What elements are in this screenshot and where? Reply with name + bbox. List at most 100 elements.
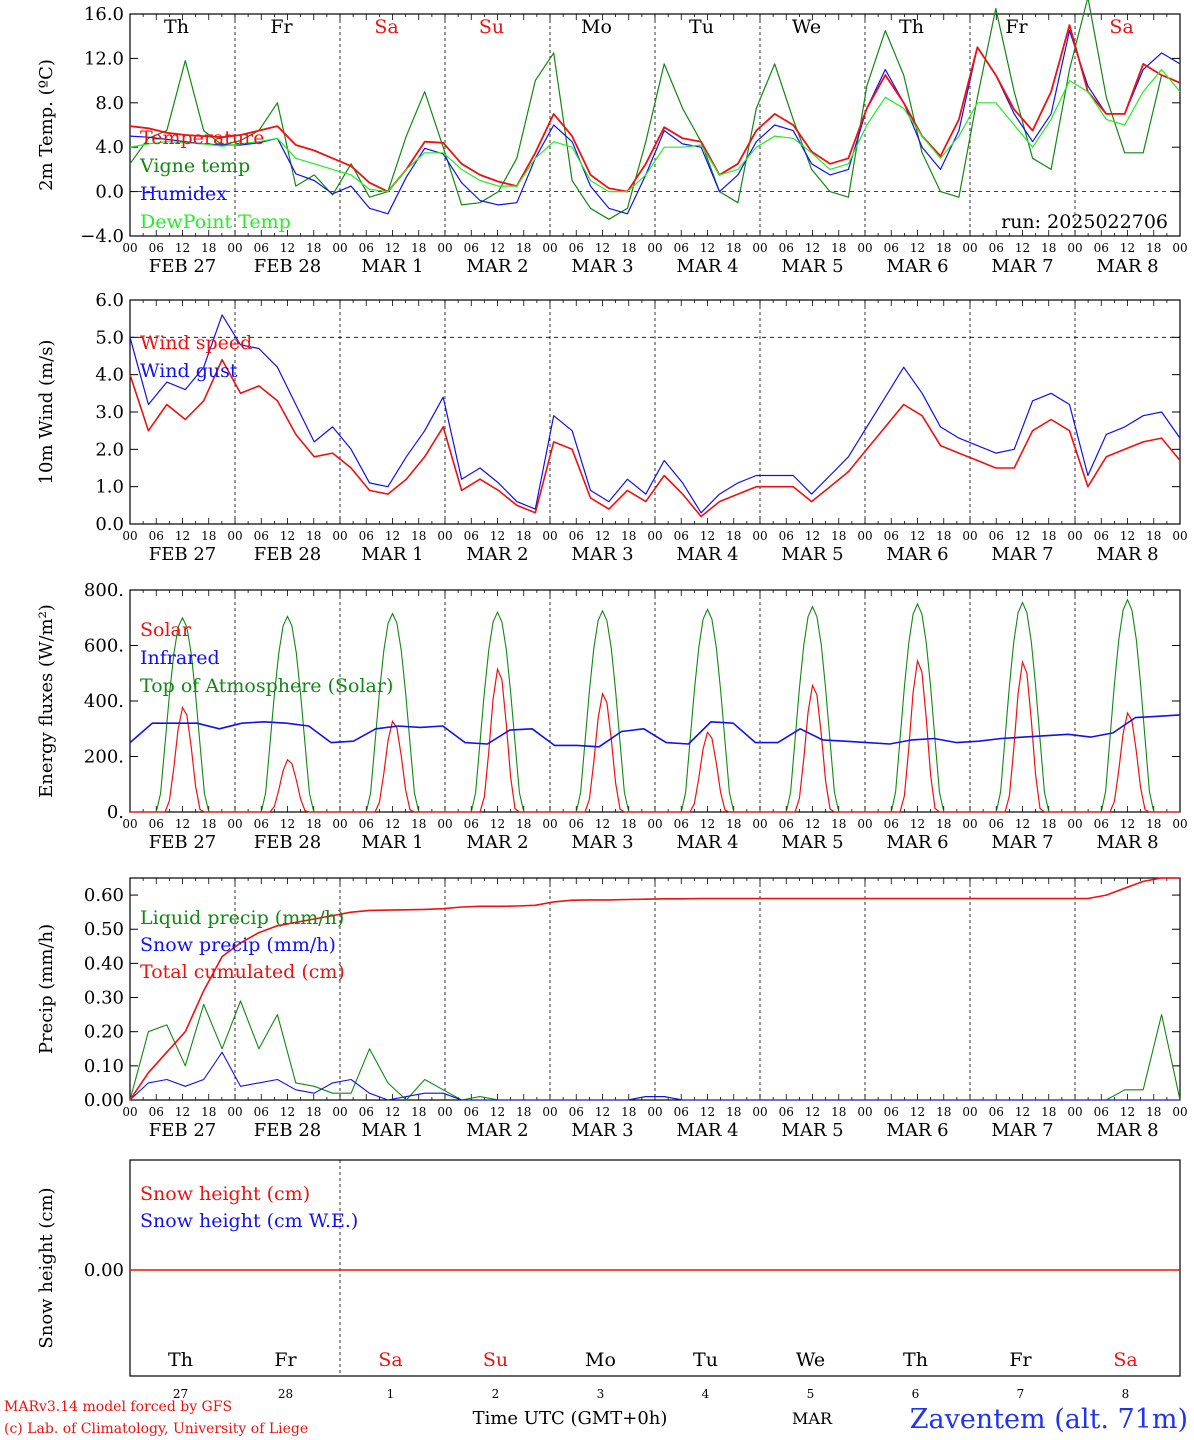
date-label: MAR 6	[886, 1120, 948, 1141]
legend-entry: Liquid precip (mm/h)	[140, 907, 344, 929]
weekday-label: Tu	[693, 1349, 718, 1371]
hour-tick-label: 00	[332, 241, 347, 255]
date-label: MAR 4	[676, 544, 738, 565]
date-label: MAR 2	[466, 1120, 528, 1141]
hour-tick-label: 12	[1015, 817, 1030, 831]
hour-tick-label: 06	[569, 529, 584, 543]
date-label: MAR 5	[781, 832, 843, 853]
date-label: MAR 2	[466, 256, 528, 277]
y-tick-label: 0.10	[84, 1056, 124, 1077]
hour-tick-label: 06	[884, 817, 899, 831]
date-label: MAR 2	[466, 544, 528, 565]
hour-tick-label: 12	[1015, 241, 1030, 255]
date-label: FEB 28	[254, 544, 321, 565]
legend-entry: Snow height (cm)	[140, 1183, 310, 1205]
y-tick-label: 4.0	[95, 137, 124, 158]
hour-tick-label: 00	[227, 529, 242, 543]
date-label: MAR 6	[886, 544, 948, 565]
legend-entry: Humidex	[140, 183, 227, 205]
hour-tick-label: 06	[359, 817, 374, 831]
panel-frame	[129, 1159, 1181, 1377]
hour-tick-label: 00	[857, 1105, 872, 1119]
date-label: MAR 8	[1096, 256, 1158, 277]
hour-tick-label: 06	[674, 529, 689, 543]
hour-tick-label: 12	[280, 529, 295, 543]
hour-tick-label: 06	[359, 1105, 374, 1119]
hour-tick-label: 00	[437, 817, 452, 831]
hour-tick-label: 18	[1041, 817, 1056, 831]
series-line	[129, 0, 1181, 220]
legend-entry: Infrared	[140, 647, 220, 669]
hour-tick-label: 00	[647, 1105, 662, 1119]
hour-tick-label: 18	[831, 817, 846, 831]
hour-tick-label: 18	[201, 1105, 216, 1119]
hour-tick-label: 18	[726, 817, 741, 831]
footer-model-text: MARv3.14 model forced by GFS	[4, 1399, 232, 1415]
day-number-label: 6	[912, 1387, 920, 1401]
hour-tick-label: 00	[122, 529, 137, 543]
y-tick-label: 0.00	[84, 1090, 124, 1111]
hour-tick-label: 00	[752, 529, 767, 543]
hour-tick-label: 06	[1094, 529, 1109, 543]
weekday-label: Tu	[689, 16, 714, 38]
date-label: MAR 1	[361, 1120, 423, 1141]
y-tick-label: 800.	[84, 580, 124, 601]
hour-tick-label: 18	[621, 817, 636, 831]
hour-tick-label: 18	[201, 529, 216, 543]
series-line	[129, 358, 1181, 518]
weekday-label: We	[792, 16, 821, 38]
hour-tick-label: 06	[464, 817, 479, 831]
y-tick-label: 8.0	[95, 93, 124, 114]
y-tick-label: 1.0	[95, 477, 124, 498]
weekday-label: Fr	[274, 1349, 297, 1371]
date-label: FEB 27	[149, 832, 216, 853]
series-line	[129, 314, 1181, 514]
weekday-label: Su	[479, 16, 504, 38]
y-tick-label: 600.	[84, 636, 124, 657]
legend-entry: Temperature	[140, 127, 264, 149]
weekday-label: Mo	[581, 16, 612, 38]
hour-tick-label: 12	[490, 529, 505, 543]
panel-frame	[129, 299, 1181, 525]
date-label: MAR 7	[991, 1120, 1053, 1141]
hour-tick-label: 12	[1015, 1105, 1030, 1119]
hour-tick-label: 12	[280, 241, 295, 255]
hour-tick-label: 12	[1120, 1105, 1135, 1119]
series-lines	[129, 0, 1181, 1271]
y-tick-label: 0.	[107, 802, 124, 823]
hour-tick-label: 00	[857, 817, 872, 831]
hour-tick-label: 00	[542, 1105, 557, 1119]
hour-tick-label: 12	[175, 1105, 190, 1119]
hour-tick-label: 12	[1120, 529, 1135, 543]
hour-tick-label: 06	[254, 241, 269, 255]
y-axis-label: Precip (mm/h)	[36, 924, 57, 1054]
hour-tick-label: 12	[805, 241, 820, 255]
y-tick-label: 0.0	[95, 514, 124, 535]
y-tick-label: 0.00	[84, 1260, 124, 1281]
panel-frames	[129, 13, 1181, 1377]
hour-tick-label: 06	[989, 529, 1004, 543]
hour-tick-label: 12	[910, 241, 925, 255]
hour-tick-label: 00	[227, 1105, 242, 1119]
run-annotation: run: 2025022706	[1001, 211, 1168, 233]
hour-tick-label: 00	[227, 817, 242, 831]
hour-tick-label: 18	[201, 817, 216, 831]
hour-tick-label: 18	[726, 1105, 741, 1119]
series-line	[130, 658, 1180, 813]
date-label: MAR 4	[676, 1120, 738, 1141]
hour-tick-label: 00	[962, 241, 977, 255]
hour-tick-label: 12	[805, 529, 820, 543]
hour-tick-label: 12	[385, 529, 400, 543]
hour-tick-label: 00	[752, 1105, 767, 1119]
day-number-label: 8	[1122, 1387, 1130, 1401]
hour-tick-label: 00	[122, 1105, 137, 1119]
date-label: MAR 5	[781, 544, 843, 565]
date-label: FEB 28	[254, 1120, 321, 1141]
hour-tick-label: 12	[595, 241, 610, 255]
footer-month-label: MAR	[792, 1409, 833, 1428]
hour-tick-label: 06	[464, 529, 479, 543]
hour-tick-label: 00	[857, 529, 872, 543]
hour-tick-label: 18	[1041, 1105, 1056, 1119]
hour-tick-label: 18	[621, 1105, 636, 1119]
